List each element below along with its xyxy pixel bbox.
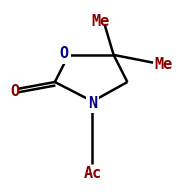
Text: Me: Me [92, 14, 110, 29]
Text: Me: Me [154, 57, 172, 72]
Text: O: O [60, 46, 69, 61]
Text: N: N [88, 96, 97, 111]
Text: Ac: Ac [83, 167, 102, 182]
Text: O: O [10, 84, 19, 99]
